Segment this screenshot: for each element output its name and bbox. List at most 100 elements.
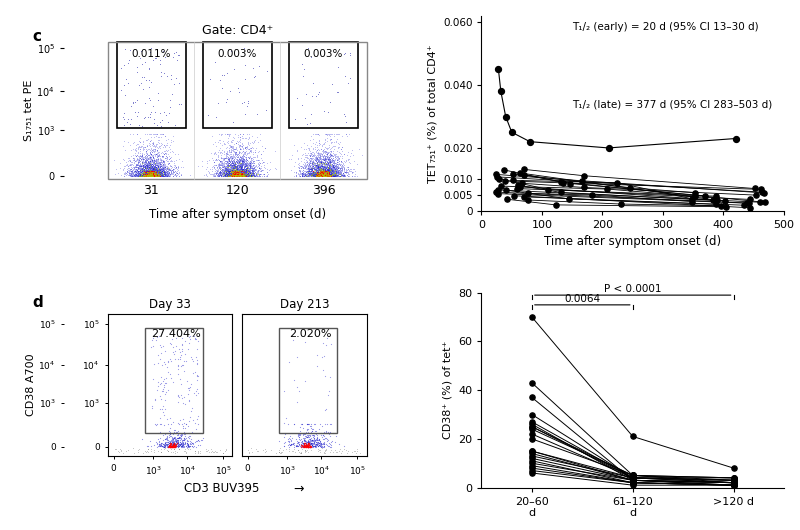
- Point: [131, 151, 144, 160]
- Point: [327, 151, 340, 160]
- Point: [137, 138, 150, 146]
- Point: [248, 169, 261, 177]
- Point: [150, 161, 162, 170]
- Point: [146, 170, 159, 179]
- Point: [229, 172, 242, 180]
- Point: [234, 166, 246, 174]
- Point: [239, 169, 252, 178]
- Point: [311, 142, 324, 150]
- Point: [314, 172, 327, 180]
- Point: [314, 156, 327, 164]
- Point: [314, 164, 326, 172]
- Point: [302, 431, 315, 439]
- Point: [277, 432, 290, 441]
- Point: [141, 166, 154, 175]
- Point: [322, 170, 335, 179]
- Point: [159, 439, 172, 448]
- Bar: [289, 42, 358, 128]
- Point: [318, 171, 330, 179]
- Point: [154, 171, 166, 180]
- Point: [322, 169, 334, 177]
- Point: [236, 171, 249, 179]
- Point: [282, 441, 294, 449]
- Point: [302, 425, 314, 434]
- Point: [326, 164, 339, 173]
- Point: [300, 166, 313, 175]
- Point: [146, 170, 158, 178]
- Point: [146, 167, 158, 175]
- Point: [130, 161, 143, 170]
- Point: [133, 145, 146, 154]
- Point: [145, 170, 158, 179]
- Point: [250, 110, 263, 118]
- Point: [261, 167, 274, 176]
- Point: [315, 169, 328, 177]
- Point: [312, 169, 325, 178]
- Point: [314, 172, 326, 180]
- Point: [143, 110, 156, 118]
- Point: [169, 428, 182, 437]
- Point: [152, 171, 165, 180]
- Point: [340, 166, 353, 175]
- Point: [232, 163, 245, 172]
- Point: [240, 161, 253, 170]
- Point: [150, 171, 163, 180]
- Point: [300, 153, 313, 162]
- Point: [129, 170, 142, 179]
- Point: [142, 162, 155, 170]
- Point: [148, 164, 161, 173]
- Point: [150, 169, 162, 178]
- Point: [142, 170, 154, 178]
- Point: [169, 169, 182, 178]
- Point: [326, 169, 338, 178]
- Point: [139, 156, 152, 165]
- Text: Time after symptom onset (d): Time after symptom onset (d): [149, 208, 326, 221]
- Point: [324, 165, 337, 174]
- Point: [158, 68, 170, 77]
- Point: [318, 171, 331, 180]
- Point: [153, 161, 166, 169]
- Point: [137, 154, 150, 163]
- Point: [235, 142, 248, 150]
- Point: [220, 169, 233, 177]
- Point: [326, 171, 339, 180]
- Point: [311, 442, 324, 450]
- Point: [146, 151, 159, 160]
- Point: [227, 166, 240, 175]
- Point: [316, 164, 329, 173]
- Point: [317, 165, 330, 174]
- Point: [247, 138, 260, 147]
- Point: [142, 172, 154, 180]
- Point: [229, 171, 242, 179]
- Point: [311, 436, 324, 444]
- Point: [322, 165, 334, 173]
- Point: [145, 170, 158, 179]
- Point: [314, 161, 327, 169]
- Point: [306, 170, 318, 179]
- Point: [220, 143, 233, 152]
- Point: [220, 151, 233, 160]
- Point: [323, 171, 336, 180]
- Point: [315, 162, 328, 171]
- Point: [313, 171, 326, 180]
- Point: [154, 170, 167, 178]
- Point: [151, 171, 164, 180]
- Point: [149, 169, 162, 178]
- Point: [317, 171, 330, 179]
- Point: [158, 163, 171, 171]
- Point: [145, 167, 158, 176]
- Point: [185, 353, 198, 361]
- Point: [313, 172, 326, 180]
- Point: [234, 170, 246, 178]
- Point: [131, 170, 144, 179]
- Point: [300, 170, 313, 178]
- Point: [221, 162, 234, 170]
- Point: [305, 171, 318, 180]
- Point: [150, 163, 162, 172]
- Point: [342, 130, 355, 138]
- Point: [340, 168, 353, 176]
- Point: [229, 169, 242, 177]
- Point: [322, 162, 335, 171]
- Point: [326, 167, 338, 176]
- Point: [192, 372, 205, 380]
